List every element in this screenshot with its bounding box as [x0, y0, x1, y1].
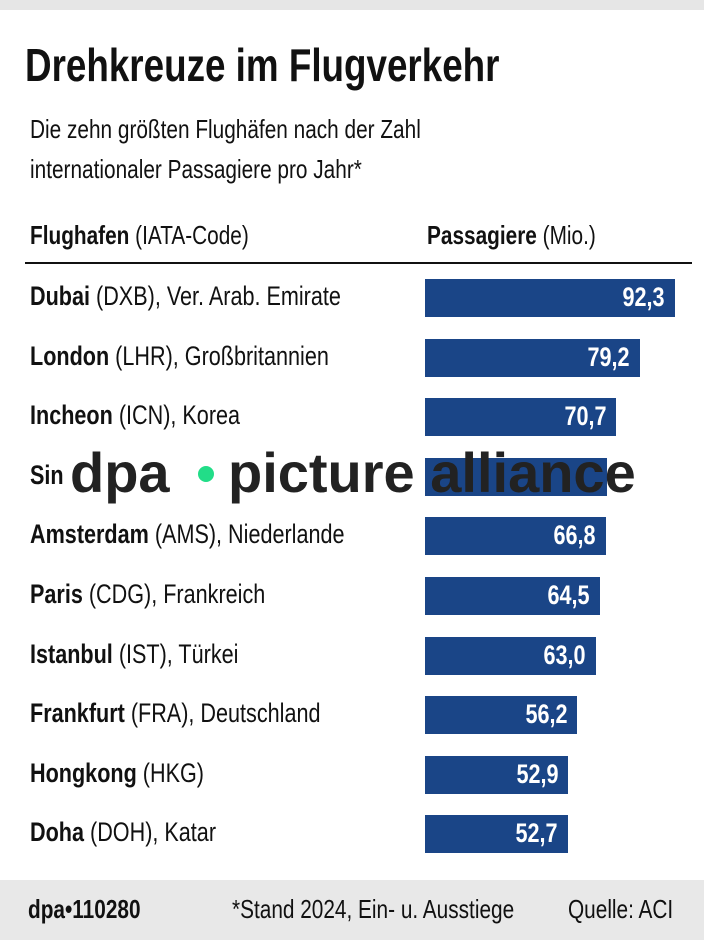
- data-label: 70,7: [564, 401, 607, 432]
- bar-row: Doha (DOH), Katar 52,7: [0, 815, 704, 855]
- bar-row: London (LHR), Großbritannien 79,2: [0, 338, 704, 379]
- category-label: Amsterdam (AMS), Niederlande: [30, 519, 345, 550]
- column-header-passengers: Passagiere (Mio.): [427, 220, 596, 250]
- category-label: London (LHR), Großbritannien: [30, 340, 329, 371]
- data-label: 64,5: [547, 580, 590, 610]
- bar-row: Paris (CDG), Frankreich 64,5: [0, 577, 704, 617]
- category-label: Hongkong (HKG): [30, 757, 204, 788]
- bar: 70,7: [425, 398, 617, 437]
- subtitle-line-1: Die zehn größten Flughäfen nach der Zahl: [30, 114, 421, 144]
- category-label: Paris (CDG), Frankreich: [30, 579, 266, 609]
- bar: 64,5: [425, 577, 600, 615]
- bar: 52,9: [425, 755, 569, 794]
- source: Quelle: ACI: [568, 894, 674, 924]
- data-label: 52,7: [515, 818, 558, 849]
- data-label: 92,3: [622, 282, 665, 312]
- footer: dpa•110280 *Stand 2024, Ein- u. Ausstieg…: [0, 880, 704, 940]
- top-bar: [0, 0, 704, 10]
- bar: 56,2: [425, 696, 578, 735]
- column-header-airport: Flughafen (IATA-Code): [30, 220, 249, 250]
- bar: 63,0: [425, 636, 596, 675]
- bar-row: Sin: [0, 457, 704, 498]
- header-rule: [25, 262, 692, 264]
- bar: [425, 457, 607, 496]
- bar-row: Dubai (DXB), Ver. Arab. Emirate 92,3: [0, 279, 704, 319]
- bar-row: Frankfurt (FRA), Deutschland 56,2: [0, 696, 704, 736]
- bar: 52,7: [425, 815, 568, 854]
- bar-row: Amsterdam (AMS), Niederlande 66,8: [0, 517, 704, 557]
- bar-row: Hongkong (HKG) 52,9: [0, 755, 704, 796]
- bar: 66,8: [425, 517, 606, 556]
- bar-row: Incheon (ICN), Korea 70,7: [0, 398, 704, 438]
- data-label: 56,2: [525, 699, 568, 730]
- bar-row: Istanbul (IST), Türkei 63,0: [0, 636, 704, 677]
- bar: 79,2: [425, 338, 640, 377]
- bar: 92,3: [425, 279, 675, 317]
- category-label: Istanbul (IST), Türkei: [30, 638, 239, 669]
- data-label: 52,9: [516, 758, 559, 789]
- data-label: 79,2: [587, 341, 630, 372]
- category-label: Dubai (DXB), Ver. Arab. Emirate: [30, 281, 341, 311]
- footnote: *Stand 2024, Ein- u. Ausstiege: [232, 894, 515, 924]
- chart-title: Drehkreuze im Flugverkehr: [25, 39, 500, 91]
- graphic-id: dpa•110280: [28, 894, 141, 924]
- category-label: Frankfurt (FRA), Deutschland: [30, 698, 321, 729]
- category-label: Sin: [30, 459, 64, 490]
- category-label: Incheon (ICN), Korea: [30, 400, 241, 431]
- category-label: Doha (DOH), Katar: [30, 817, 217, 848]
- subtitle-line-2: internationaler Passagiere pro Jahr*: [30, 154, 362, 184]
- data-label: 63,0: [543, 639, 586, 670]
- data-label: 66,8: [553, 520, 596, 551]
